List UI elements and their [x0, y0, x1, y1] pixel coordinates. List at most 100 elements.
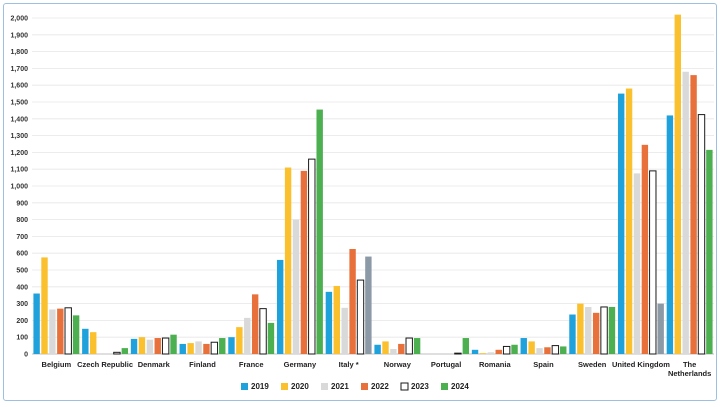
bar-2019-10 [520, 338, 527, 354]
bar-2022-6 [349, 249, 356, 354]
category-label: Denmark [138, 360, 171, 369]
bar-2020-7 [382, 341, 389, 354]
category-label: United Kingdom [612, 360, 670, 369]
category-label: The Netherlands [668, 360, 711, 378]
bar-2021-10 [536, 348, 543, 354]
bar-2022-12 [641, 144, 649, 354]
bar-2023-11 [600, 306, 608, 355]
bar-2024-10 [560, 346, 567, 354]
gridlines [32, 17, 714, 355]
category-label-line: Portugal [431, 360, 461, 369]
bar-2019-2 [130, 338, 138, 354]
category-label-line: Sweden [578, 360, 607, 369]
bar-2021-3 [195, 341, 202, 354]
y-tick-label: 1,100 [10, 167, 28, 174]
bar-2021-4 [244, 317, 251, 354]
bar-2024-7 [413, 338, 421, 354]
legend-swatch-2020 [281, 383, 288, 390]
bar-2021-6 [341, 307, 348, 354]
bar-2019-3 [179, 343, 186, 354]
legend-label-2022: 2022 [371, 382, 389, 391]
bar-2020-11 [577, 303, 584, 354]
category-label-line: Finland [189, 360, 216, 369]
bar-2023-8 [454, 352, 462, 355]
bar-2022-11 [592, 312, 600, 354]
bar-2019-1 [82, 328, 89, 354]
bar-2019-11 [569, 314, 576, 354]
bar-2024-4 [267, 322, 275, 354]
legend-label-2019: 2019 [251, 382, 269, 391]
bar-extra-12 [657, 303, 664, 354]
category-label: Romania [479, 360, 512, 369]
bar-2021-13 [682, 71, 689, 354]
y-tick-label: 300 [16, 301, 28, 308]
bar-2019-6 [325, 291, 333, 354]
legend-swatch-2019 [241, 383, 248, 390]
bar-2023-0 [64, 307, 72, 355]
bar-2023-10 [551, 345, 560, 355]
bar-2022-2 [154, 338, 161, 354]
category-label-line: Norway [384, 360, 412, 369]
y-tick-label: 1,400 [10, 116, 28, 123]
category-label-line: Romania [479, 360, 512, 369]
y-tick-label: 800 [16, 217, 28, 224]
y-tick-label: 1,800 [10, 49, 28, 56]
y-tick-label: 500 [16, 268, 28, 275]
bar-2021-11 [585, 306, 592, 354]
bar-2021-7 [390, 348, 397, 354]
bar-2023-5 [308, 158, 316, 355]
bar-2024-2 [170, 334, 177, 354]
bar-2020-6 [333, 285, 340, 354]
bar-2020-1 [90, 332, 97, 354]
bar-2022-10 [544, 347, 551, 354]
category-label-line: Denmark [138, 360, 171, 369]
bar-2020-3 [187, 343, 194, 354]
legend-swatch-2021 [321, 383, 328, 390]
y-tick-label: 2,000 [10, 16, 28, 23]
legend-label-2024: 2024 [451, 382, 469, 391]
bar-2024-0 [72, 315, 80, 354]
bar-2022-4 [251, 294, 259, 354]
category-label: Sweden [578, 360, 607, 369]
legend-swatch-2024 [441, 383, 448, 390]
bar-2023-13 [697, 114, 706, 355]
bar-2019-12 [617, 93, 625, 354]
bar-2021-9 [487, 352, 495, 354]
bar-2020-12 [625, 88, 633, 354]
category-label-line: United Kingdom [612, 360, 670, 369]
category-label-line: Netherlands [668, 369, 711, 378]
y-tick-label: 400 [16, 284, 28, 291]
bar-2019-4 [228, 337, 235, 354]
bar-extra-6 [365, 256, 372, 354]
legend-label-2020: 2020 [291, 382, 309, 391]
bar-2020-4 [236, 327, 243, 354]
category-label-line: The [683, 360, 696, 369]
legend-swatch-2023 [400, 382, 409, 391]
category-label-line: Spain [533, 360, 554, 369]
bar-2022-7 [398, 343, 405, 354]
bar-2024-1 [121, 348, 129, 354]
bar-2024-8 [462, 338, 470, 354]
bars [33, 14, 713, 355]
bar-2024-5 [316, 109, 323, 354]
y-tick-label: 0 [24, 352, 28, 359]
bar-2023-4 [259, 308, 267, 355]
y-tick-label: 100 [16, 335, 28, 342]
bar-2024-9 [511, 344, 518, 354]
category-label: Germany [284, 360, 317, 369]
x-axis-category-labels: Belgium Czech Republic Denmark Finland Franc… [42, 360, 712, 378]
bar-2021-0 [49, 309, 56, 354]
category-label-line: Belgium [42, 360, 72, 369]
bar-2020-2 [138, 337, 146, 354]
bar-2020-13 [674, 14, 681, 354]
bar-2022-13 [690, 75, 697, 355]
y-tick-label: 200 [16, 318, 28, 325]
legend-swatch-2022 [361, 383, 368, 390]
bar-2023-9 [502, 345, 511, 355]
category-label-line: France [239, 360, 264, 369]
bar-2020-5 [284, 167, 292, 354]
y-tick-label: 1,700 [10, 66, 28, 73]
bar-2022-0 [57, 308, 64, 354]
bar-2020-9 [479, 353, 487, 354]
